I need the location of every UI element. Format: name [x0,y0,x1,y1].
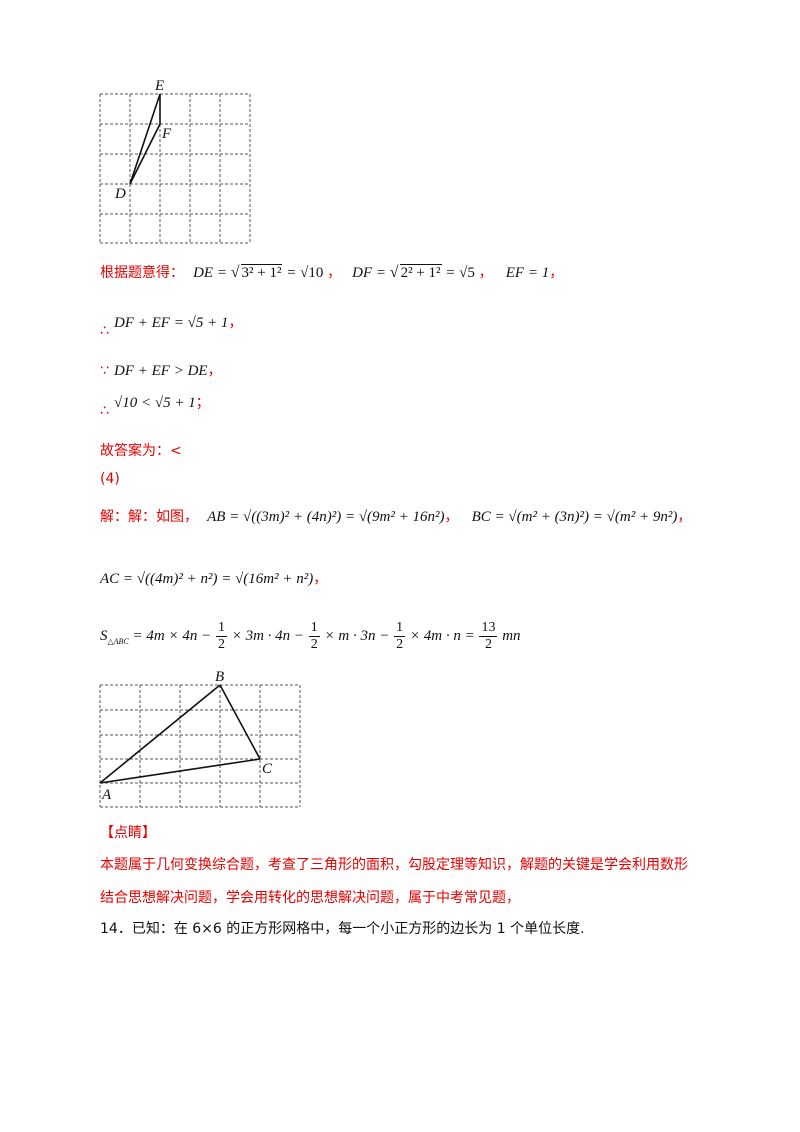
derivation-line-4: ∴ √10 < √5 + 1； [100,395,210,419]
label-e: E [154,78,164,94]
part-4-label: (4) [100,471,120,487]
segment-de [129,93,161,185]
intro-text: 根据题意得： [100,265,184,281]
comment-heading: 【点睛】 [100,825,156,841]
bc-equation: BC = √(m² + (3n)²) = √(m² + 9n²) [471,509,678,525]
ab-equation: AB = √((3m)² + (4n)²) = √(9m² + 16n²) [207,509,445,525]
comment-line-1: 本题属于几何变换综合题，考查了三角形的面积，勾股定理等知识，解题的关键是学会利用… [100,857,688,873]
solution-line-ab-bc: 解：解：如图， AB = √((3m)² + (4n)²) = √(9m² + … [100,509,692,525]
therefore-symbol: ∴ [100,403,109,419]
segment-ab [99,684,221,784]
sum-equation: DF + EF = √5 + 1 [114,315,229,331]
comparison-result: √10 < √5 + 1 [114,395,196,411]
label-b: B [215,669,224,685]
ef-equation: EF = 1 [505,265,550,281]
answer-text: 故答案为：< [100,443,182,459]
question-14: 14．已知：在 6×6 的正方形网格中，每一个小正方形的边长为 1 个单位长度. [100,921,585,937]
derivation-line-3: ∵ DF + EF > DE， [100,363,222,379]
therefore-symbol: ∴ [100,323,109,339]
df-equation: DF = √ 2² + 1² = √5 [352,264,475,281]
ac-equation: AC = √((4m)² + n²) = √(16m² + n²) [100,571,314,587]
derivation-line-1: 根据题意得： DE = √ 3² + 1² = √10 ， DF = √ 2² + … [100,264,564,281]
de-equation: DE = √ 3² + 1² = √10 [193,264,324,281]
label-f: F [161,126,172,142]
derivation-line-2: ∴ DF + EF = √5 + 1， [100,315,243,339]
solution-line-ac: AC = √((4m)² + n²) = √(16m² + n²)， [100,571,328,587]
because-symbol: ∵ [100,363,109,379]
segment-bc [219,684,261,760]
figure-def-grid: E F D [99,78,251,244]
figure-abc-grid: B C A [99,669,301,808]
triangle-inequality: DF + EF > DE [114,363,208,379]
solution-intro: 解：解：如图， [100,509,198,525]
comment-line-2: 结合思想解决问题，学会用转化的思想解决问题，属于中考常见题， [100,890,520,906]
label-a: A [101,787,112,803]
segment-df [129,123,161,185]
segment-ac [99,758,261,784]
label-c: C [262,761,273,777]
label-d: D [114,186,126,202]
